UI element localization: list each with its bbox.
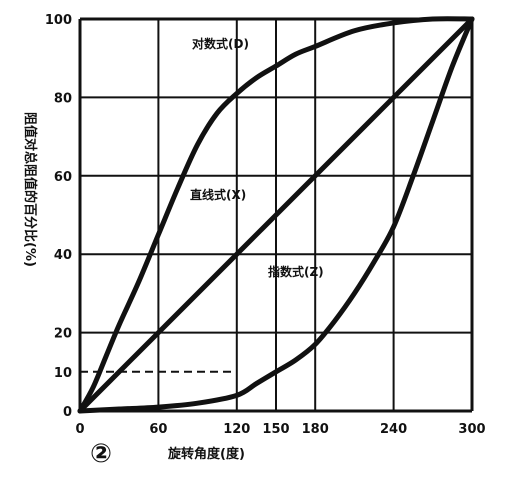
figure-number: ② [90, 439, 112, 469]
x-tick-label: 300 [458, 422, 485, 437]
x-tick-label: 180 [302, 422, 329, 437]
x-axis-title: 旋转角度(度) [167, 446, 245, 462]
curve-exponential-z [77, 16, 475, 414]
x-tick-label: 60 [149, 422, 167, 437]
curve-exponential-z-label: 指数式(Z) [268, 264, 324, 279]
x-tick-label: 240 [380, 422, 407, 437]
y-tick-label: 10 [54, 366, 72, 381]
x-tick-label: 0 [75, 422, 84, 437]
y-tick-label: 100 [45, 13, 72, 28]
curve-linear-x-label: 直线式(X) [190, 187, 246, 202]
y-tick-label: 0 [63, 405, 72, 420]
x-tick-label: 120 [223, 422, 250, 437]
figure-number-badge: ② [90, 439, 112, 469]
tick-labels: 0 60 120 150 180 240 300 0 10 20 40 60 80 100 [45, 13, 486, 437]
y-tick-label: 80 [54, 91, 72, 106]
curve-linear-x [77, 16, 475, 414]
y-tick-label: 20 [54, 327, 72, 342]
curve-labels: 对数式(D) 直线式(X) 指数式(Z) [190, 36, 324, 279]
curve-logarithmic-d [77, 16, 475, 414]
y-tick-label: 60 [54, 170, 72, 185]
curve-logarithmic-d-label: 对数式(D) [192, 36, 249, 51]
curves [77, 16, 475, 414]
y-axis-title: 阻值对总阻值的百分比(%) [22, 112, 38, 267]
x-tick-label: 150 [262, 422, 289, 437]
y-tick-label: 40 [54, 248, 72, 263]
